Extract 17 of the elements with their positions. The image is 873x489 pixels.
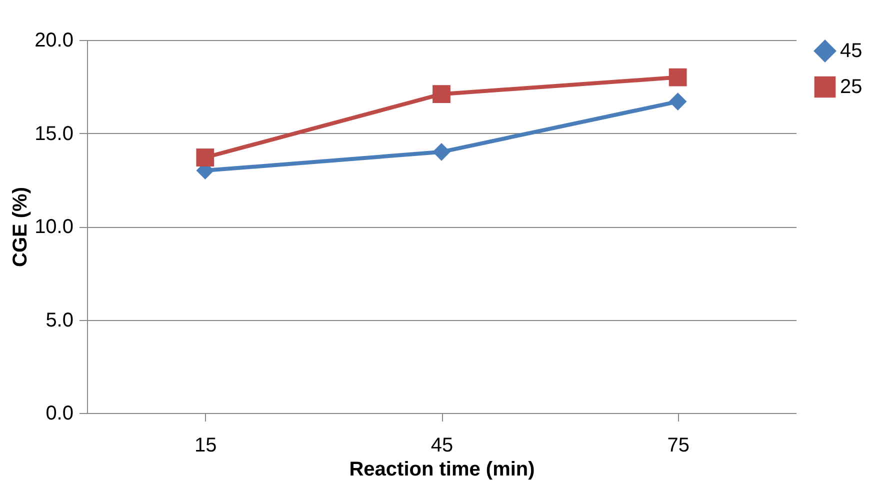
point [196, 148, 214, 166]
x-axis-title: Reaction time (min) [349, 458, 535, 480]
legend-label: 25 [840, 76, 862, 98]
legend-label: 45 [840, 40, 862, 62]
y-tick-label: 20.0 [34, 30, 74, 52]
y-tick-label: 10.0 [34, 216, 74, 238]
point [668, 92, 687, 110]
x-tick-label: 15 [194, 434, 217, 456]
x-tick-label: 75 [667, 434, 690, 456]
point [432, 142, 450, 161]
y-tick-label: 15.0 [34, 122, 74, 145]
y-axis-title: CGE (%) [10, 187, 32, 267]
point [668, 68, 687, 86]
x-tick-label: 45 [430, 434, 454, 456]
point [432, 85, 450, 104]
y-tick-label: 0.0 [46, 402, 74, 424]
y-tick-label: 5.0 [46, 309, 74, 332]
